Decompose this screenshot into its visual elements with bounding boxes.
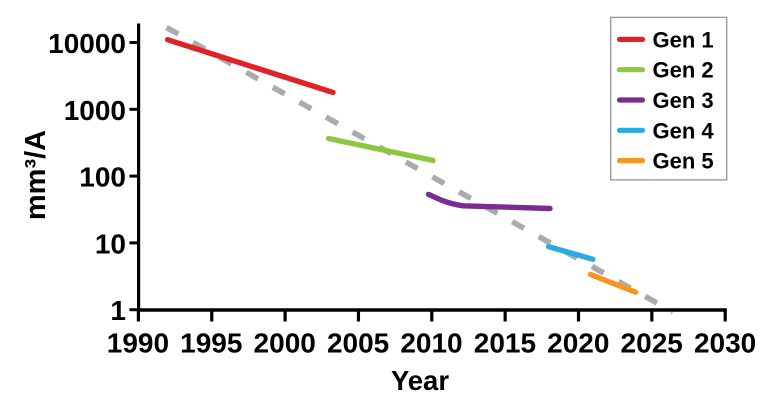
svg-text:2030: 2030 [694, 327, 756, 358]
svg-text:10000: 10000 [48, 28, 126, 59]
svg-text:Gen 1: Gen 1 [653, 27, 714, 52]
svg-text:mm³/A: mm³/A [20, 130, 52, 220]
svg-text:1: 1 [110, 295, 126, 326]
svg-text:2015: 2015 [474, 327, 536, 358]
svg-text:100: 100 [79, 162, 126, 193]
svg-text:10: 10 [95, 228, 126, 259]
svg-text:Gen 3: Gen 3 [653, 88, 714, 113]
svg-text:Gen 2: Gen 2 [653, 58, 714, 83]
svg-text:2025: 2025 [621, 327, 683, 358]
svg-text:2005: 2005 [327, 327, 389, 358]
svg-text:1990: 1990 [107, 327, 169, 358]
svg-text:1995: 1995 [180, 327, 242, 358]
svg-text:Year: Year [391, 365, 449, 396]
svg-text:1000: 1000 [64, 95, 126, 126]
svg-text:Gen 4: Gen 4 [653, 118, 715, 143]
svg-text:Gen 5: Gen 5 [653, 149, 714, 174]
svg-text:2020: 2020 [547, 327, 609, 358]
svg-text:2000: 2000 [254, 327, 316, 358]
svg-text:2010: 2010 [400, 327, 462, 358]
